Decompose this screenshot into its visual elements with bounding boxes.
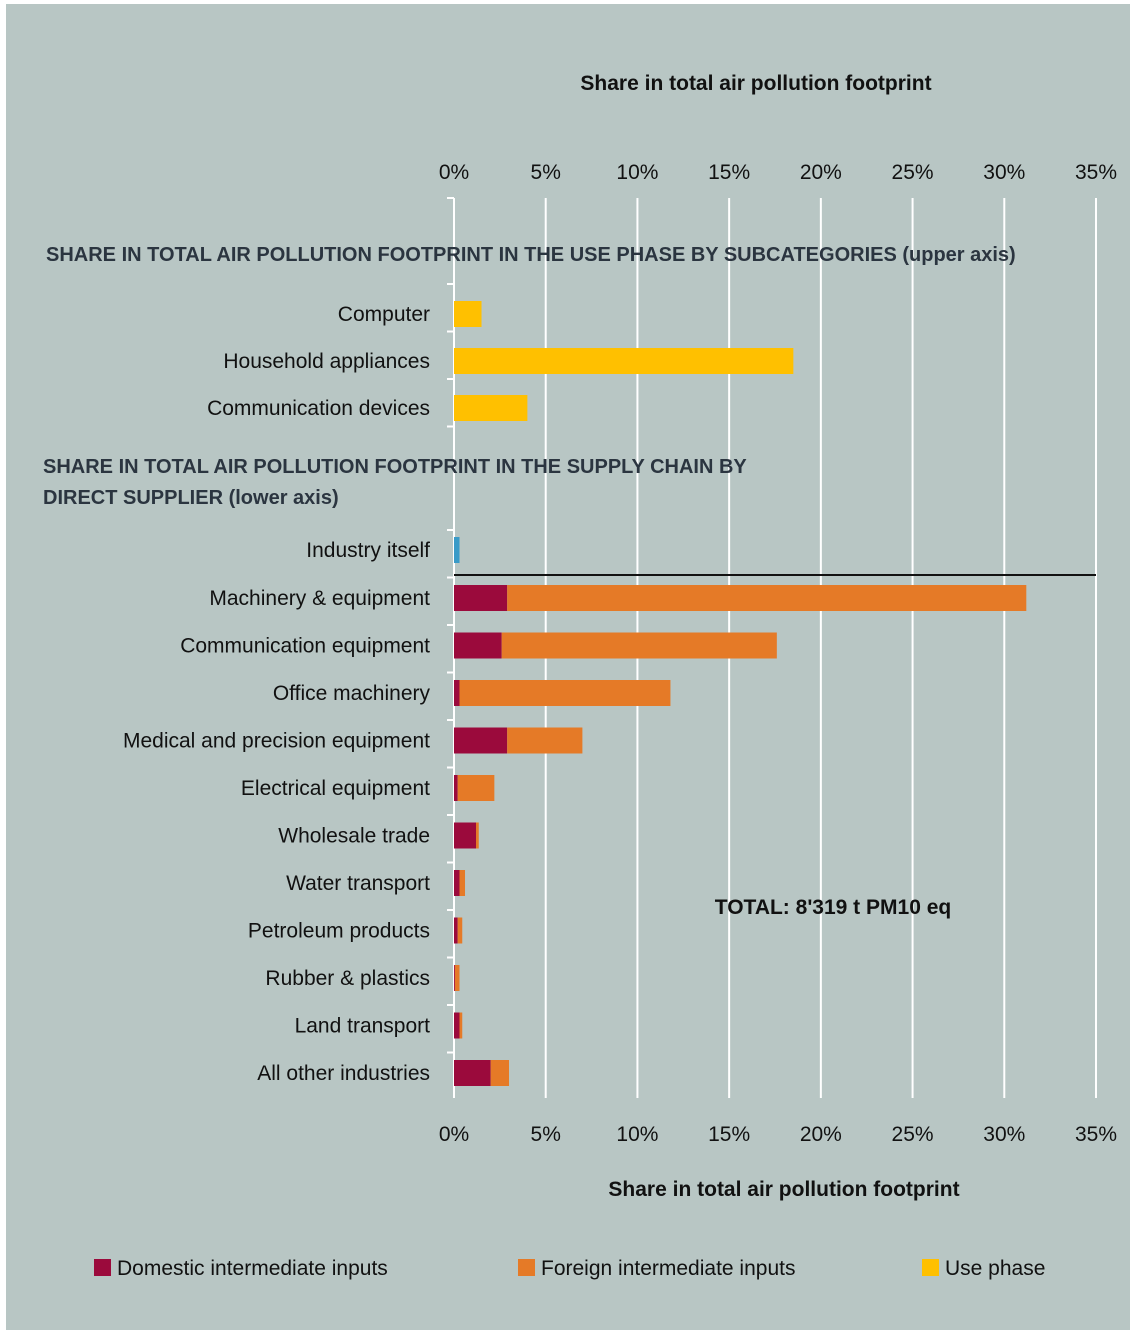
legend-label-domestic-intermediate-inputs: Domestic intermediate inputs (117, 1257, 388, 1280)
bar-foreign-electrical-equipment (457, 775, 495, 801)
bar-foreign-water-transport (459, 870, 466, 896)
category-label-machinery-and-equipment: Machinery & equipment (209, 587, 430, 610)
bar-foreign-wholesale-trade (476, 822, 479, 849)
bar-domestic-communication-equipment (454, 632, 502, 659)
bottom-tick-label: 5% (531, 1123, 561, 1146)
bar-foreign-land-transport (459, 1012, 463, 1039)
category-label-water-transport: Water transport (286, 872, 430, 895)
upper-section-title: SHARE IN TOTAL AIR POLLUTION FOOTPRINT I… (46, 244, 1016, 266)
bar-domestic-all-other-industries (454, 1060, 491, 1086)
legend: Domestic intermediate inputs Foreign inte… (94, 1257, 1045, 1280)
chart-canvas: Share in total air pollution footprint 0… (6, 4, 1130, 1330)
bar-foreign-communication-equipment (501, 632, 777, 659)
bottom-tick-label: 30% (983, 1123, 1025, 1146)
category-label-petroleum-products: Petroleum products (248, 920, 430, 943)
bar-domestic-water-transport (454, 870, 460, 896)
lower-bars: Machinery & equipment Communication equip… (123, 585, 1027, 1086)
legend-swatch-domestic-intermediate-inputs (94, 1259, 111, 1276)
bar-foreign-rubber-and-plastics (454, 965, 460, 991)
top-tick-label: 10% (616, 161, 658, 184)
category-label-electrical-equipment: Electrical equipment (241, 777, 430, 800)
total-annotation: TOTAL: 8'319 t PM10 eq (715, 896, 951, 919)
bar-foreign-petroleum-products (457, 917, 463, 944)
bar-domestic-machinery-and-equipment (454, 585, 508, 611)
bar-foreign-machinery-and-equipment (507, 585, 1027, 611)
bottom-tick-label: 0% (439, 1123, 469, 1146)
legend-swatch-use-phase (922, 1259, 939, 1276)
category-label-communication-devices: Communication devices (207, 397, 430, 420)
category-label-rubber-and-plastics: Rubber & plastics (265, 967, 430, 990)
top-tick-label: 35% (1075, 161, 1117, 184)
category-label-industry-itself: Industry itself (306, 539, 430, 562)
bar-industry-itself (454, 537, 460, 563)
bottom-tick-label: 25% (892, 1123, 934, 1146)
bar-foreign-office-machinery (459, 680, 671, 706)
category-label-computer: Computer (338, 303, 430, 326)
bar-use-phase-communication-devices (454, 395, 528, 421)
bar-foreign-all-other-industries (490, 1060, 510, 1086)
bar-domestic-electrical-equipment (454, 775, 458, 801)
top-axis-ticks: 0% 5% 10% 15% 20% 25% 30% 35% (439, 161, 1117, 184)
category-label-all-other-industries: All other industries (257, 1062, 430, 1085)
bottom-tick-label: 10% (616, 1123, 658, 1146)
bar-use-phase-computer (454, 301, 482, 327)
bottom-axis-title: Share in total air pollution footprint (608, 1178, 959, 1201)
self-bar-group: Industry itself (306, 537, 460, 563)
lower-section-title-line2: DIRECT SUPPLIER (lower axis) (43, 487, 339, 509)
top-tick-label: 15% (708, 161, 750, 184)
bottom-tick-label: 15% (708, 1123, 750, 1146)
bar-domestic-rubber-and-plastics (454, 965, 455, 991)
category-label-medical-and-precision-equipment: Medical and precision equipment (123, 730, 430, 753)
bottom-axis-ticks: 0% 5% 10% 15% 20% 25% 30% 35% (439, 1123, 1117, 1146)
bottom-tick-label: 20% (800, 1123, 842, 1146)
bar-foreign-medical-and-precision-equipment (507, 727, 583, 754)
bar-domestic-wholesale-trade (454, 822, 477, 849)
category-label-wholesale-trade: Wholesale trade (278, 825, 430, 848)
lower-section-title-line1: SHARE IN TOTAL AIR POLLUTION FOOTPRINT I… (43, 456, 747, 478)
bar-domestic-land-transport (454, 1012, 460, 1039)
top-tick-label: 20% (800, 161, 842, 184)
top-tick-label: 25% (892, 161, 934, 184)
top-axis-title: Share in total air pollution footprint (580, 72, 931, 95)
bar-domestic-office-machinery (454, 680, 460, 706)
bar-domestic-petroleum-products (454, 917, 458, 944)
category-label-household-appliances: Household appliances (223, 350, 430, 373)
bottom-tick-label: 35% (1075, 1123, 1117, 1146)
chart: Share in total air pollution footprint 0… (43, 72, 1117, 1280)
category-label-communication-equipment: Communication equipment (180, 635, 430, 658)
legend-label-use-phase: Use phase (945, 1257, 1045, 1280)
top-tick-label: 30% (983, 161, 1025, 184)
legend-label-foreign-intermediate-inputs: Foreign intermediate inputs (541, 1257, 795, 1280)
bar-use-phase-household-appliances (454, 348, 794, 374)
top-tick-label: 0% (439, 161, 469, 184)
bar-domestic-medical-and-precision-equipment (454, 727, 508, 754)
category-label-office-machinery: Office machinery (273, 682, 431, 705)
legend-swatch-foreign-intermediate-inputs (518, 1259, 535, 1276)
upper-bars: Computer Household appliances Communicatio… (207, 301, 794, 421)
top-tick-label: 5% (531, 161, 561, 184)
category-label-land-transport: Land transport (295, 1015, 431, 1038)
